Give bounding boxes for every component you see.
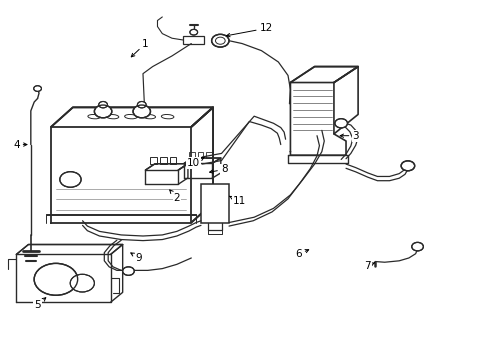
- Circle shape: [133, 105, 150, 118]
- Text: 11: 11: [229, 196, 246, 206]
- Circle shape: [411, 242, 423, 251]
- Text: 9: 9: [130, 253, 142, 263]
- Circle shape: [34, 264, 78, 295]
- Circle shape: [400, 161, 414, 171]
- Bar: [169, 157, 176, 164]
- Bar: [160, 157, 166, 164]
- Circle shape: [34, 86, 41, 91]
- Text: 5: 5: [34, 298, 46, 310]
- Bar: [197, 152, 203, 158]
- Text: 4: 4: [13, 140, 27, 149]
- Text: 10: 10: [187, 157, 203, 168]
- Text: 2: 2: [169, 190, 180, 203]
- Polygon shape: [16, 244, 122, 255]
- Text: 7: 7: [364, 261, 374, 271]
- Polygon shape: [191, 107, 213, 222]
- Polygon shape: [290, 67, 357, 82]
- Circle shape: [189, 30, 197, 35]
- Circle shape: [94, 105, 112, 118]
- Polygon shape: [183, 158, 221, 163]
- Bar: [201, 184, 228, 222]
- Text: 12: 12: [226, 23, 272, 37]
- Circle shape: [211, 34, 228, 47]
- Bar: [188, 152, 194, 158]
- Text: 1: 1: [131, 39, 148, 57]
- Bar: [150, 157, 157, 164]
- Circle shape: [60, 172, 81, 187]
- Text: 6: 6: [295, 249, 308, 260]
- Circle shape: [70, 274, 94, 292]
- Circle shape: [99, 102, 107, 108]
- Text: 3: 3: [340, 131, 358, 141]
- Text: 8: 8: [209, 165, 227, 174]
- Circle shape: [122, 267, 134, 275]
- Polygon shape: [51, 107, 213, 127]
- Circle shape: [137, 102, 146, 108]
- Circle shape: [334, 119, 347, 128]
- Bar: [183, 36, 204, 44]
- Polygon shape: [145, 164, 187, 170]
- Bar: [206, 152, 212, 158]
